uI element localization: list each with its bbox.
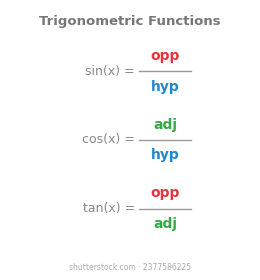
Text: hyp: hyp bbox=[151, 148, 179, 162]
Text: opp: opp bbox=[151, 186, 180, 200]
Text: cos(x) =: cos(x) = bbox=[82, 134, 139, 146]
Text: sin(x) =: sin(x) = bbox=[86, 65, 139, 78]
Text: opp: opp bbox=[151, 49, 180, 63]
Text: hyp: hyp bbox=[151, 80, 179, 94]
Text: tan(x) =: tan(x) = bbox=[83, 202, 139, 215]
Text: shutterstock.com · 2377586225: shutterstock.com · 2377586225 bbox=[69, 263, 191, 272]
Text: adj: adj bbox=[153, 217, 177, 231]
Text: adj: adj bbox=[153, 118, 177, 132]
Text: Trigonometric Functions: Trigonometric Functions bbox=[39, 15, 221, 27]
